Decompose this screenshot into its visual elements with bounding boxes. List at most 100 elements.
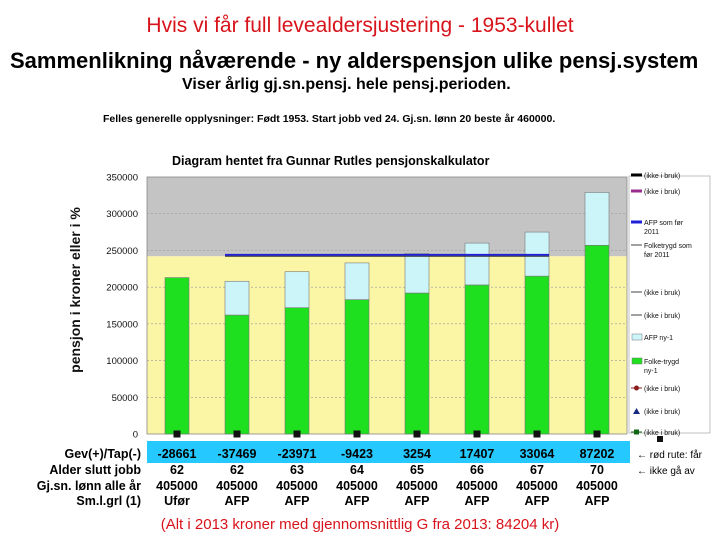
legend-swatch xyxy=(634,429,639,435)
legend-box xyxy=(628,175,711,434)
y-tick-label: 250000 xyxy=(106,246,138,257)
legend-entry-label: (ikke i bruk) xyxy=(644,409,680,416)
y-axis-label: pensjon i kroner eller i % xyxy=(67,207,83,373)
axis-marker xyxy=(593,430,601,438)
table-row-label: Alder slutt jobb xyxy=(49,463,141,477)
legend-entry-label: ny-1 xyxy=(644,368,658,375)
y-tick-label: 300000 xyxy=(106,209,138,220)
bar-folketrygd xyxy=(464,284,490,435)
table-cell: -28661 xyxy=(158,447,197,461)
y-tick-label: 150000 xyxy=(106,319,138,330)
table-note-marker xyxy=(657,436,663,442)
table-cell: 3254 xyxy=(403,447,431,461)
table-cell: 62 xyxy=(170,463,184,477)
table-cell: 405000 xyxy=(336,479,378,493)
table-cell: AFP xyxy=(345,494,370,508)
bar-afp xyxy=(284,271,310,309)
legend-entry-label: før 2011 xyxy=(644,252,670,259)
table-cell: 63 xyxy=(290,463,304,477)
legend: (ikke i bruk) (ikke i bruk) AFP som før 201… xyxy=(628,173,711,437)
slide-title: Hvis vi får full levealdersjustering - 1… xyxy=(146,14,574,37)
axis-marker xyxy=(353,430,361,438)
bar-folketrygd xyxy=(524,275,550,435)
legend-swatch xyxy=(633,408,640,414)
legend-swatch xyxy=(631,357,643,365)
y-tick-label: 200000 xyxy=(106,283,138,294)
table-row-label: Gj.sn. lønn alle år xyxy=(37,479,141,493)
y-tick-label: 100000 xyxy=(106,356,138,367)
bar-folketrygd xyxy=(284,307,310,435)
table-cell: 405000 xyxy=(516,479,558,493)
footer-note: (Alt i 2013 kroner med gjennomsnittlig G… xyxy=(160,516,560,533)
legend-swatch xyxy=(634,385,639,391)
legend-entry-label: (ikke i bruk) xyxy=(644,386,680,393)
bar-folketrygd xyxy=(584,244,610,435)
axis-marker xyxy=(293,430,301,438)
bars xyxy=(164,192,610,435)
legend-swatch xyxy=(631,333,643,341)
table-cell: Ufør xyxy=(164,494,190,508)
bar-afp xyxy=(224,280,250,316)
table-cell: AFP xyxy=(285,494,310,508)
table-cell: 62 xyxy=(230,463,244,477)
data-table: Gev(+)/Tap(-) -28661 -37469 -23971 -9423 3254… xyxy=(37,436,703,508)
table-cell: AFP xyxy=(465,494,490,508)
reference-lines xyxy=(225,253,549,257)
legend-entry-label: 2011 xyxy=(644,229,659,236)
table-cell: AFP xyxy=(405,494,430,508)
legend-entry-label: (ikke i bruk) xyxy=(644,430,680,437)
table-row-label: Gev(+)/Tap(-) xyxy=(64,447,141,461)
markers xyxy=(173,430,601,438)
bar-afp xyxy=(584,192,610,246)
legend-entry-label: Folke-trygd xyxy=(644,359,679,366)
table-cell: 64 xyxy=(350,463,364,477)
table-cell: -9423 xyxy=(341,447,373,461)
plot-area-upper xyxy=(147,177,627,257)
bar-afp xyxy=(464,242,490,286)
axis-marker xyxy=(173,430,181,438)
legend-entry-label: AFP ny-1 xyxy=(644,335,673,342)
table-cell: 405000 xyxy=(456,479,498,493)
table-cell: 405000 xyxy=(216,479,258,493)
table-cell: 87202 xyxy=(580,447,615,461)
table-cell: 70 xyxy=(590,463,604,477)
bar-afp xyxy=(344,262,370,300)
legend-entry-label: (ikke i bruk) xyxy=(644,290,680,297)
table-cell: 67 xyxy=(530,463,544,477)
table-cell: 17407 xyxy=(460,447,495,461)
table-row-label: Sm.l.grl (1) xyxy=(76,494,141,508)
bar-folketrygd xyxy=(164,277,190,435)
legend-entry-label: (ikke i bruk) xyxy=(644,189,680,196)
chart-title: Diagram hentet fra Gunnar Rutles pensjon… xyxy=(172,154,490,168)
legend-entry-label: Folketrygd som xyxy=(644,243,692,250)
main-heading: Sammenlikning nåværende - ny alderspensj… xyxy=(10,48,699,73)
table-cell: 66 xyxy=(470,463,484,477)
axis-marker xyxy=(233,430,241,438)
y-tick-label: 350000 xyxy=(106,173,138,184)
legend-entry-label: (ikke i bruk) xyxy=(644,313,680,320)
table-cell: AFP xyxy=(225,494,250,508)
table-cell: 405000 xyxy=(396,479,438,493)
table-cell: -23971 xyxy=(278,447,317,461)
table-cell: 405000 xyxy=(576,479,618,493)
table-cell: AFP xyxy=(585,494,610,508)
plot-area-lower xyxy=(147,256,627,434)
legend-entry-label: (ikke i bruk) xyxy=(644,173,680,180)
table-cell: 405000 xyxy=(276,479,318,493)
table-note: ← rød rute: får xyxy=(637,449,703,461)
axis-marker xyxy=(413,430,421,438)
table-note: ← ikke gå av xyxy=(637,465,695,477)
table-cell: -37469 xyxy=(218,447,257,461)
bar-folketrygd xyxy=(344,299,370,435)
gain-loss-row-bg xyxy=(147,441,630,463)
y-tick-label: 0 xyxy=(133,430,138,441)
legend-entry-label: AFP som før xyxy=(644,220,684,227)
axis-marker xyxy=(473,430,481,438)
plot-background xyxy=(146,176,628,435)
bar-folketrygd xyxy=(404,292,430,435)
table-cell: AFP xyxy=(525,494,550,508)
axis-marker xyxy=(533,430,541,438)
y-axis: 0 50000 100000 150000 200000 250000 300000 3500… xyxy=(67,173,138,441)
info-line: Felles generelle opplysninger: Født 1953… xyxy=(103,113,556,125)
